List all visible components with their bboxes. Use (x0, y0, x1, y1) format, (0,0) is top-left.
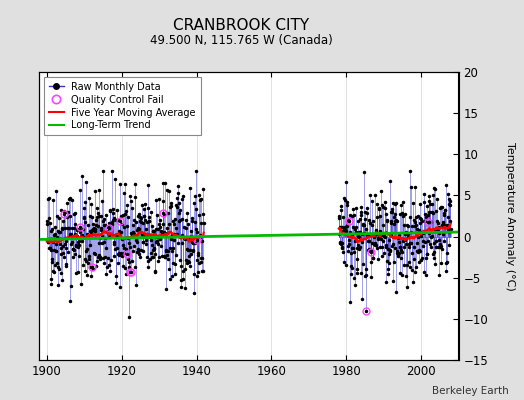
Text: 49.500 N, 115.765 W (Canada): 49.500 N, 115.765 W (Canada) (150, 34, 332, 47)
Y-axis label: Temperature Anomaly (°C): Temperature Anomaly (°C) (505, 142, 515, 290)
Text: CRANBROOK CITY: CRANBROOK CITY (173, 18, 309, 33)
Legend: Raw Monthly Data, Quality Control Fail, Five Year Moving Average, Long-Term Tren: Raw Monthly Data, Quality Control Fail, … (44, 77, 201, 135)
Text: Berkeley Earth: Berkeley Earth (432, 386, 508, 396)
